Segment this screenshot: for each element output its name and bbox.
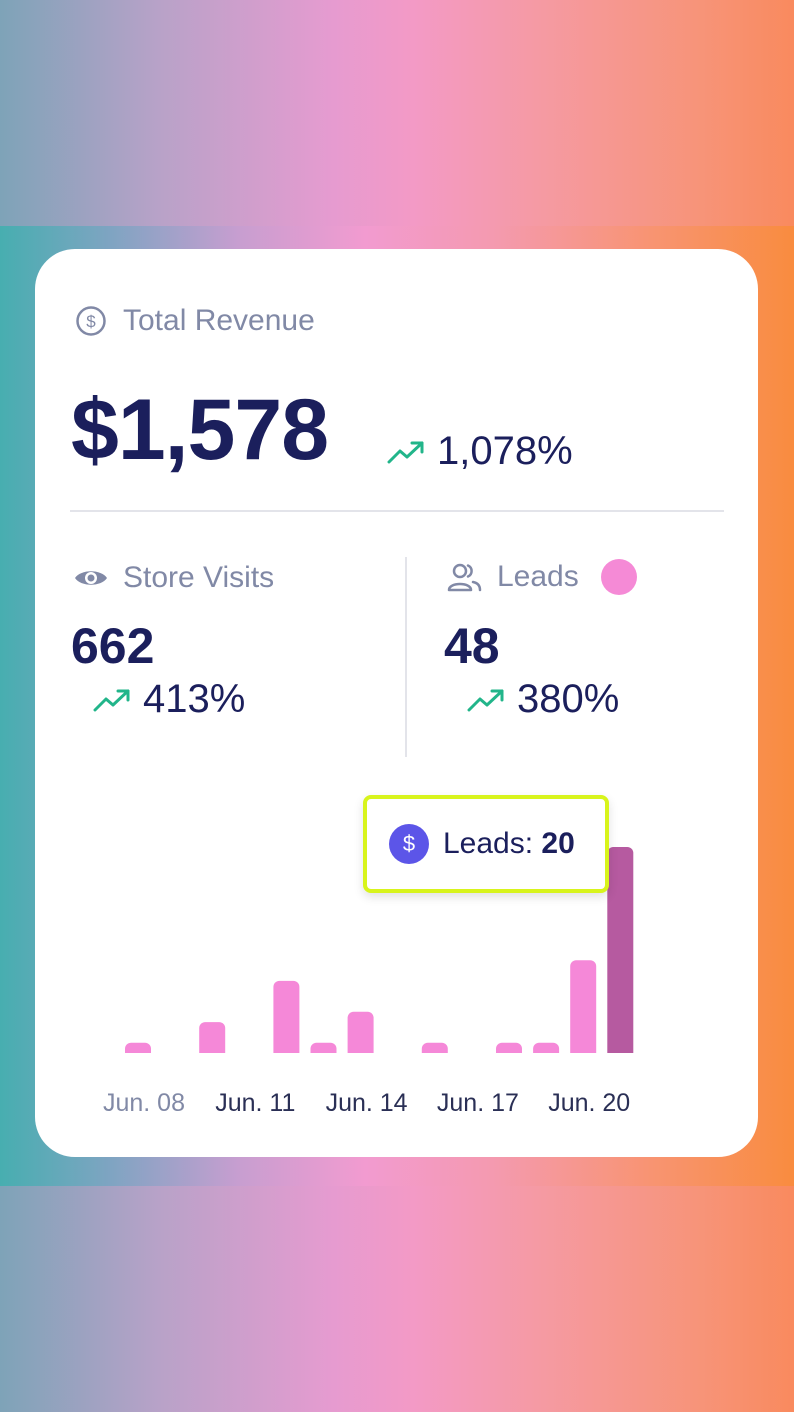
svg-text:$: $ (86, 312, 96, 331)
trend-up-icon (387, 441, 424, 463)
store-visits-change: 413% (143, 677, 246, 721)
leads-header: Leads (447, 559, 637, 595)
total-revenue-change: 1,078% (437, 429, 573, 473)
dollar-icon: $ (389, 824, 429, 864)
x-tick-label: Jun. 17 (437, 1089, 519, 1117)
total-revenue-value: $1,578 (71, 382, 329, 478)
leads-label: Leads (497, 560, 579, 593)
x-tick-label: Jun. 14 (326, 1089, 408, 1117)
chart-bar-jun-10[interactable] (199, 1022, 226, 1059)
tooltip-text: Leads: 20 (443, 827, 575, 861)
x-tick-label: Jun. 08 (103, 1089, 185, 1117)
chart-bar-jun-21[interactable] (607, 847, 634, 1059)
total-revenue-trend: 1,078% (387, 429, 573, 474)
x-tick-label: Jun. 11 (215, 1089, 295, 1117)
eye-icon (75, 571, 107, 585)
vertical-divider (405, 557, 407, 757)
store-visits-value: 662 (71, 618, 155, 674)
chart-bar-jun-12[interactable] (273, 980, 300, 1059)
chart-tooltip: $ Leads: 20 (363, 795, 609, 893)
leads-change: 380% (517, 677, 620, 721)
trend-up-icon (467, 689, 504, 711)
store-visits-label: Store Visits (123, 561, 275, 594)
leads-legend-dot (600, 559, 637, 595)
store-visits-trend: 413% (93, 677, 245, 722)
x-tick-label: Jun. 20 (548, 1089, 630, 1117)
leads-value: 48 (444, 618, 500, 674)
tooltip-value: 20 (541, 827, 575, 860)
trend-up-icon (93, 689, 130, 711)
total-revenue-header: $ Total Revenue (75, 304, 315, 338)
chart-baseline-mask (35, 1053, 758, 1073)
leads-bar-chart: Jun. 08 Jun. 11 Jun. 14 Jun. 17 Jun. 20 (35, 847, 758, 1117)
leads-trend: 380% (467, 677, 619, 722)
users-icon (447, 563, 482, 592)
total-revenue-label: Total Revenue (123, 304, 315, 337)
chart-bar-jun-20[interactable] (570, 960, 597, 1059)
horizontal-divider (70, 510, 724, 512)
chart-bar-jun-14[interactable] (347, 1011, 374, 1059)
stats-card: $ Total Revenue $1,578 1,078% Store Visi… (35, 249, 758, 1157)
store-visits-header: Store Visits (73, 561, 274, 595)
tooltip-label: Leads: (443, 827, 534, 860)
dollar-circle-icon: $ (76, 306, 106, 336)
